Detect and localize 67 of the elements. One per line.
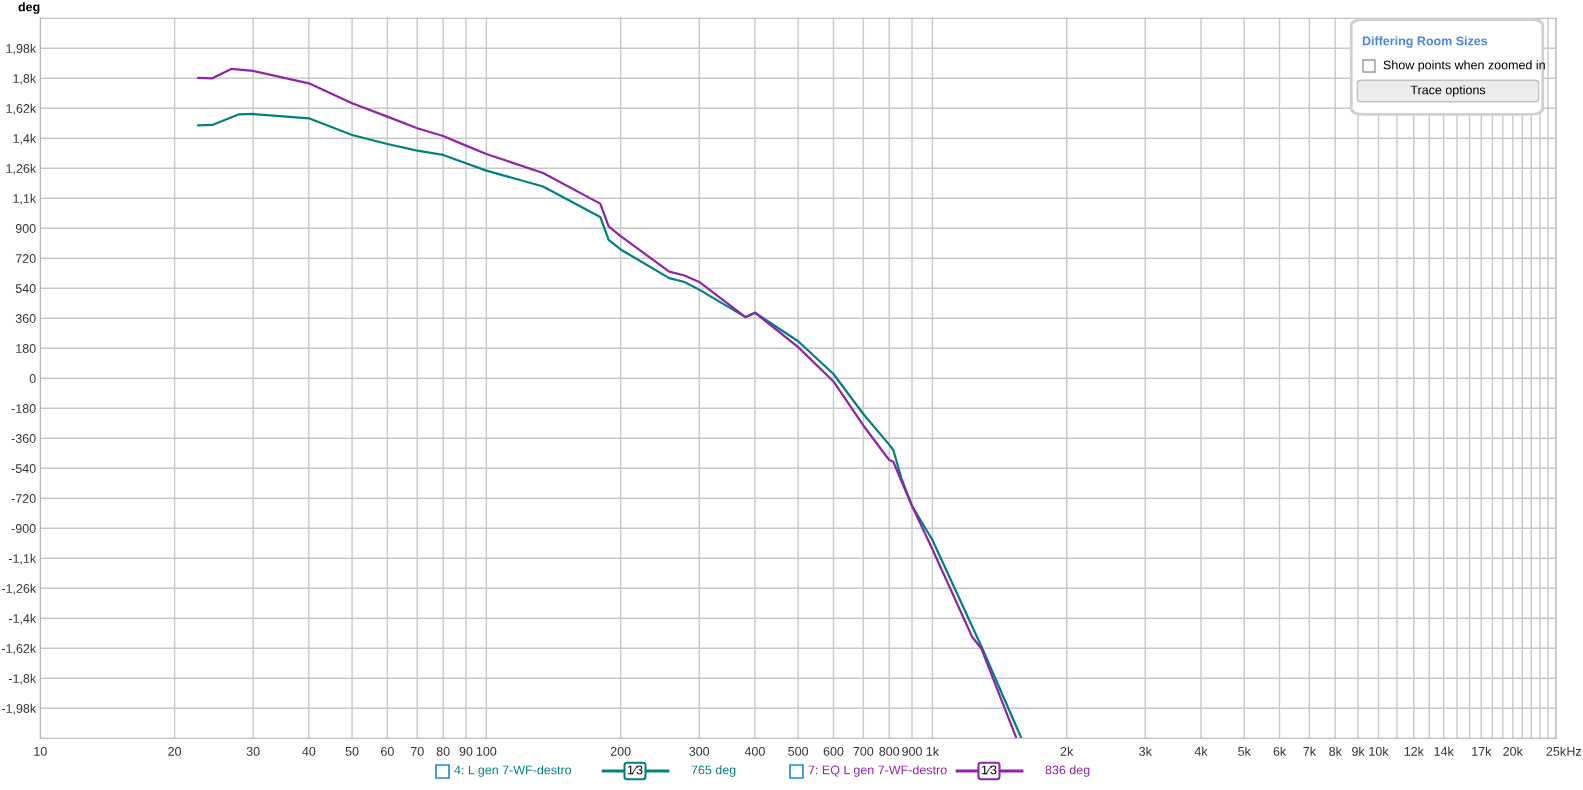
- text: 4: L gen 7-WF-destro: [454, 765, 572, 777]
- x-tick-label: 60: [381, 746, 394, 756]
- x-tick-label: 700: [853, 746, 874, 756]
- x-tick-label: 50: [345, 746, 359, 756]
- annotation: Show points when zoomed in: [1383, 60, 1545, 72]
- x-tick-label: 12k: [1404, 746, 1424, 756]
- y-tick-label: -1,4k: [8, 613, 37, 625]
- y-tick-label: 720: [15, 254, 36, 263]
- y-tick-label: 180: [16, 344, 36, 353]
- x-tick-label: 70: [410, 746, 424, 756]
- x-tick-label: 200: [610, 746, 631, 756]
- x-tick-label: 40: [302, 746, 316, 756]
- annotation: Differing Room Sizes: [1362, 36, 1488, 48]
- x-tick-label: 4k: [1194, 746, 1208, 756]
- x-tick-label: 10k: [1369, 746, 1389, 756]
- y-tick-label: -1,98k: [1, 703, 37, 715]
- x-tick-label: 17k: [1472, 746, 1492, 756]
- x-tick-label: 400: [744, 746, 765, 756]
- x-tick-label: 9k: [1352, 746, 1365, 756]
- x-tick-label: 2k: [1060, 746, 1074, 756]
- x-tick-label: 8k: [1329, 746, 1342, 756]
- x-tick-label: 6k: [1273, 746, 1287, 756]
- x-tick-label: 25k: [1546, 746, 1567, 756]
- y-tick-label: -1,1k: [8, 553, 37, 565]
- x-tick-label: 14k: [1434, 746, 1454, 756]
- x-tick-label: 5k: [1238, 746, 1251, 756]
- y-tick-label: 900: [15, 224, 36, 233]
- y-tick-label: -180: [11, 404, 36, 413]
- x-tick-label: 10: [34, 746, 47, 756]
- annotation: Trace options: [1410, 85, 1486, 97]
- x-tick-label: 500: [788, 746, 809, 756]
- text: 7: EQ L gen 7-WF-destro: [808, 765, 947, 777]
- x-tick-label: 7k: [1303, 746, 1317, 756]
- x-tick-label: 90: [459, 746, 473, 756]
- x-tick-label: 600: [823, 746, 844, 756]
- y-tick-label: 0: [29, 374, 36, 383]
- x-tick-label: 800: [879, 746, 900, 756]
- y-tick-label: -360: [11, 434, 36, 443]
- y-tick-label: 1,26k: [6, 163, 37, 175]
- x-tick-label: 20k: [1503, 746, 1523, 756]
- x-tick-label: 20: [168, 746, 182, 756]
- y-tick-label: 1,4k: [13, 133, 37, 145]
- y-axis-title: deg: [18, 2, 40, 14]
- y-tick-label: 1,98k: [6, 43, 37, 55]
- x-axis-title: Hz: [1567, 747, 1582, 756]
- x-tick-label: 3k: [1139, 746, 1152, 756]
- y-tick-label: 1,62k: [6, 103, 37, 115]
- text: 1⁄3: [981, 765, 997, 775]
- y-tick-label: -540: [11, 464, 36, 473]
- x-tick-label: 30: [246, 746, 260, 756]
- y-tick-label: -1,8k: [8, 673, 37, 685]
- y-tick-label: -1,62k: [1, 643, 37, 655]
- y-tick-label: 1,1k: [13, 193, 37, 205]
- y-tick-label: 360: [15, 314, 36, 323]
- x-tick-label: 100: [476, 746, 497, 756]
- x-tick-label: 1k: [926, 746, 940, 756]
- y-tick-label: 540: [15, 284, 36, 293]
- y-tick-label: -1,26k: [1, 583, 37, 595]
- x-tick-label: 80: [436, 746, 450, 756]
- y-tick-label: 1,8k: [13, 73, 37, 85]
- x-tick-label: 900: [902, 746, 922, 756]
- y-tick-label: -720: [11, 494, 36, 503]
- y-tick-label: -900: [11, 524, 36, 533]
- text: 1⁄3: [627, 765, 643, 775]
- text: 836 deg: [1045, 765, 1090, 777]
- x-tick-label: 300: [689, 746, 710, 756]
- text: 765 deg: [691, 765, 736, 777]
